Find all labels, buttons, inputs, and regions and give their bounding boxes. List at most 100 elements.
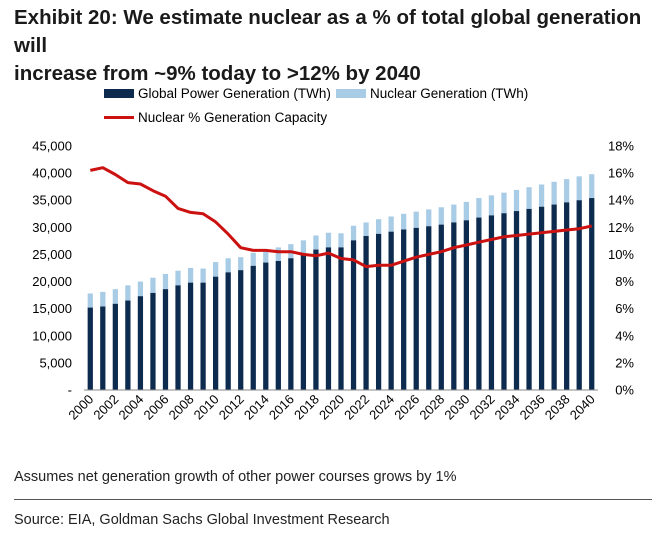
x-tick-label: 2012 (216, 392, 247, 423)
title-line-2: increase from ~9% today to >12% by 2040 (14, 62, 421, 85)
left-tick-label: 35,000 (32, 193, 72, 208)
nuclear-bar (150, 277, 156, 293)
left-tick-label: 20,000 (32, 274, 72, 289)
nuclear-bar (388, 216, 394, 232)
global-bar (250, 265, 256, 390)
nuclear-pct-line (89, 166, 593, 269)
global-bar (87, 307, 93, 390)
global-bar (187, 282, 194, 390)
nuclear-bar (451, 204, 457, 223)
nuclear-bar (100, 291, 106, 307)
left-tick-label: 10,000 (32, 328, 72, 343)
global-bar (375, 233, 382, 390)
right-tick-label: 8% (615, 274, 634, 289)
global-bar (175, 285, 181, 390)
divider (14, 499, 652, 500)
x-tick-label: 2024 (366, 391, 397, 422)
nuclear-bar (375, 219, 382, 234)
left-tick-label: 30,000 (32, 220, 72, 235)
global-bar (162, 289, 169, 390)
x-tick-label: 2036 (517, 392, 548, 423)
global-bar (551, 204, 557, 390)
nuclear-bar (313, 235, 319, 250)
global-bar (463, 220, 469, 390)
left-tick-label: 5,000 (39, 355, 72, 370)
global-bar (263, 262, 269, 390)
x-tick-label: 2016 (266, 392, 297, 423)
legend-item-pct: Nuclear % Generation Capacity (104, 110, 327, 125)
left-tick-label: - (68, 383, 72, 398)
global-bar (300, 254, 307, 390)
source-note: Source: EIA, Goldman Sachs Global Invest… (14, 512, 390, 528)
global-bar (225, 272, 231, 390)
x-tick-label: 2022 (341, 392, 372, 423)
global-bar (413, 227, 419, 390)
global-bar (100, 306, 106, 390)
nuclear-bar (187, 268, 194, 283)
global-bar (564, 202, 570, 390)
nuclear-bars (87, 174, 595, 308)
global-bar (476, 217, 482, 390)
x-tick-label: 2020 (316, 392, 347, 423)
nuclear-bar (526, 187, 532, 209)
x-axis: 2000200220042006200820102012201420162018… (65, 391, 598, 422)
nuclear-bar (213, 262, 219, 277)
legend-label-nuclear: Nuclear Generation (TWh) (370, 86, 529, 101)
nuclear-bar (137, 281, 144, 297)
nuclear-bar (162, 273, 169, 290)
nuclear-bar (238, 257, 244, 271)
nuclear-bar (338, 233, 344, 248)
right-tick-label: 12% (608, 220, 634, 235)
legend-swatch-pct (104, 116, 134, 119)
x-tick-label: 2010 (191, 391, 222, 422)
global-bar (313, 249, 319, 390)
nuclear-bar (463, 201, 469, 221)
right-tick-label: 2% (615, 355, 634, 370)
nuclear-bar (438, 207, 444, 225)
global-bar (125, 300, 131, 390)
x-tick-label: 2002 (90, 391, 121, 422)
nuclear-bar (538, 184, 545, 207)
nuclear-bar (589, 174, 595, 199)
global-bar (388, 231, 394, 390)
right-tick-label: 16% (608, 166, 634, 181)
right-axis: 0% 2% 4% 6% 8% 10% 12% 14% 16% 18% (608, 139, 634, 398)
nuclear-bar (125, 285, 131, 301)
x-tick-label: 2032 (466, 391, 497, 422)
nuclear-bar (300, 240, 307, 255)
global-bar (363, 236, 369, 390)
x-tick-label: 2030 (441, 392, 472, 423)
right-tick-label: 10% (608, 247, 634, 262)
nuclear-bar (325, 232, 332, 248)
global-bar (150, 292, 156, 390)
legend-swatch-global (104, 89, 134, 98)
global-bar (501, 213, 507, 390)
nuclear-bar (112, 289, 118, 304)
legend-swatch-nuclear (336, 89, 366, 98)
global-bar (538, 206, 545, 390)
x-tick-label: 2006 (141, 392, 172, 423)
legend-item-global: Global Power Generation (TWh) (104, 86, 331, 101)
global-bar (137, 296, 144, 390)
footnote: Assumes net generation growth of other p… (14, 469, 457, 485)
global-bar (325, 247, 332, 390)
global-bar (513, 211, 520, 390)
global-bar (401, 229, 407, 390)
nuclear-bar (401, 213, 407, 230)
global-bar (200, 282, 206, 390)
global-bar (238, 270, 244, 390)
x-tick-label: 2018 (291, 391, 322, 422)
x-tick-label: 2034 (492, 392, 523, 423)
nuclear-bar (200, 268, 206, 283)
left-tick-label: 25,000 (32, 247, 72, 262)
legend-label-global: Global Power Generation (TWh) (138, 86, 331, 101)
x-tick-label: 2008 (166, 392, 197, 423)
nuclear-bar (426, 209, 432, 227)
right-tick-label: 18% (608, 139, 634, 154)
global-bars (87, 198, 595, 390)
global-bar (451, 222, 457, 390)
global-bar (112, 303, 118, 390)
nuclear-bar (488, 195, 495, 216)
nuclear-bar (225, 258, 231, 273)
